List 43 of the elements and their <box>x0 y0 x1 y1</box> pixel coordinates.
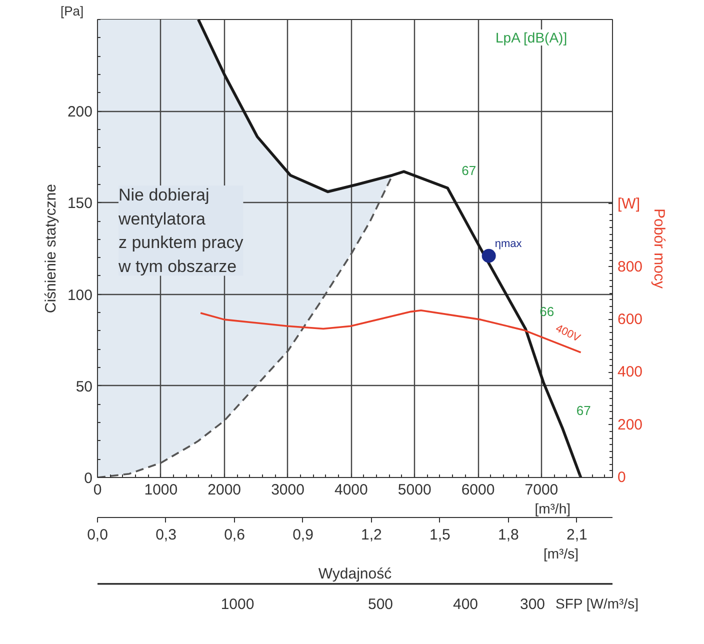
y-tick-label: 0 <box>84 470 92 487</box>
text: [W] <box>618 195 640 212</box>
y2-tick-label: 600 <box>618 311 643 328</box>
annotation: LpA [dB(A)] <box>496 30 568 46</box>
x2-tick-label: 1,8 <box>498 526 519 544</box>
text: SFP [W/m³/s] <box>556 596 638 612</box>
y-tick-label: 200 <box>67 104 93 121</box>
x2-tick-label: 1,2 <box>361 526 382 544</box>
x2-tick-label: 0,6 <box>224 526 245 544</box>
x2-tick-label: 0,3 <box>156 526 176 544</box>
x-tick-label: 6000 <box>461 482 495 498</box>
text: [m³/s] <box>544 546 579 562</box>
text: [Pa] <box>60 4 84 18</box>
x-tick-label: 7000 <box>524 482 558 498</box>
y2-axis-title: Pobór mocy <box>650 208 668 290</box>
x2-tick-label: 0,9 <box>292 526 314 544</box>
y-tick-label: 100 <box>67 286 93 304</box>
x-tick-label: 4000 <box>334 482 368 498</box>
x2-tick-label: 0,0 <box>87 526 108 544</box>
x-tick-label: 5000 <box>398 482 432 498</box>
text: 1000 <box>220 596 254 613</box>
y-tick-label: 150 <box>67 195 93 212</box>
annotation: 67 <box>462 163 476 178</box>
text: 400V <box>554 322 583 345</box>
x-tick-label: 1000 <box>144 482 178 498</box>
y-tick-label: 50 <box>76 378 93 396</box>
annotation: 67 <box>576 403 591 418</box>
text: [m³/h] <box>534 500 570 516</box>
series-label: ηmax <box>494 238 522 250</box>
annotation: Nie dobieraj wentylatora z punktem pracy w tym obszarze <box>118 186 244 276</box>
x2-tick-label: 2,1 <box>566 526 588 544</box>
y2-tick-label: 0 <box>618 469 626 486</box>
text: 400 <box>452 596 478 613</box>
y2-tick-label: 800 <box>618 258 643 276</box>
y2-tick-label: 400 <box>618 364 643 381</box>
x-axis-title: Wydajność <box>318 566 392 582</box>
y2-tick-label: 200 <box>618 416 643 434</box>
y-axis-title: Ciśnienie statyczne <box>42 184 60 314</box>
x-tick-label: 3000 <box>271 482 304 498</box>
x-tick-label: 2000 <box>208 482 242 498</box>
x2-tick-label: 1,5 <box>430 526 450 544</box>
text: 300 <box>520 596 546 613</box>
text: 500 <box>368 596 394 613</box>
